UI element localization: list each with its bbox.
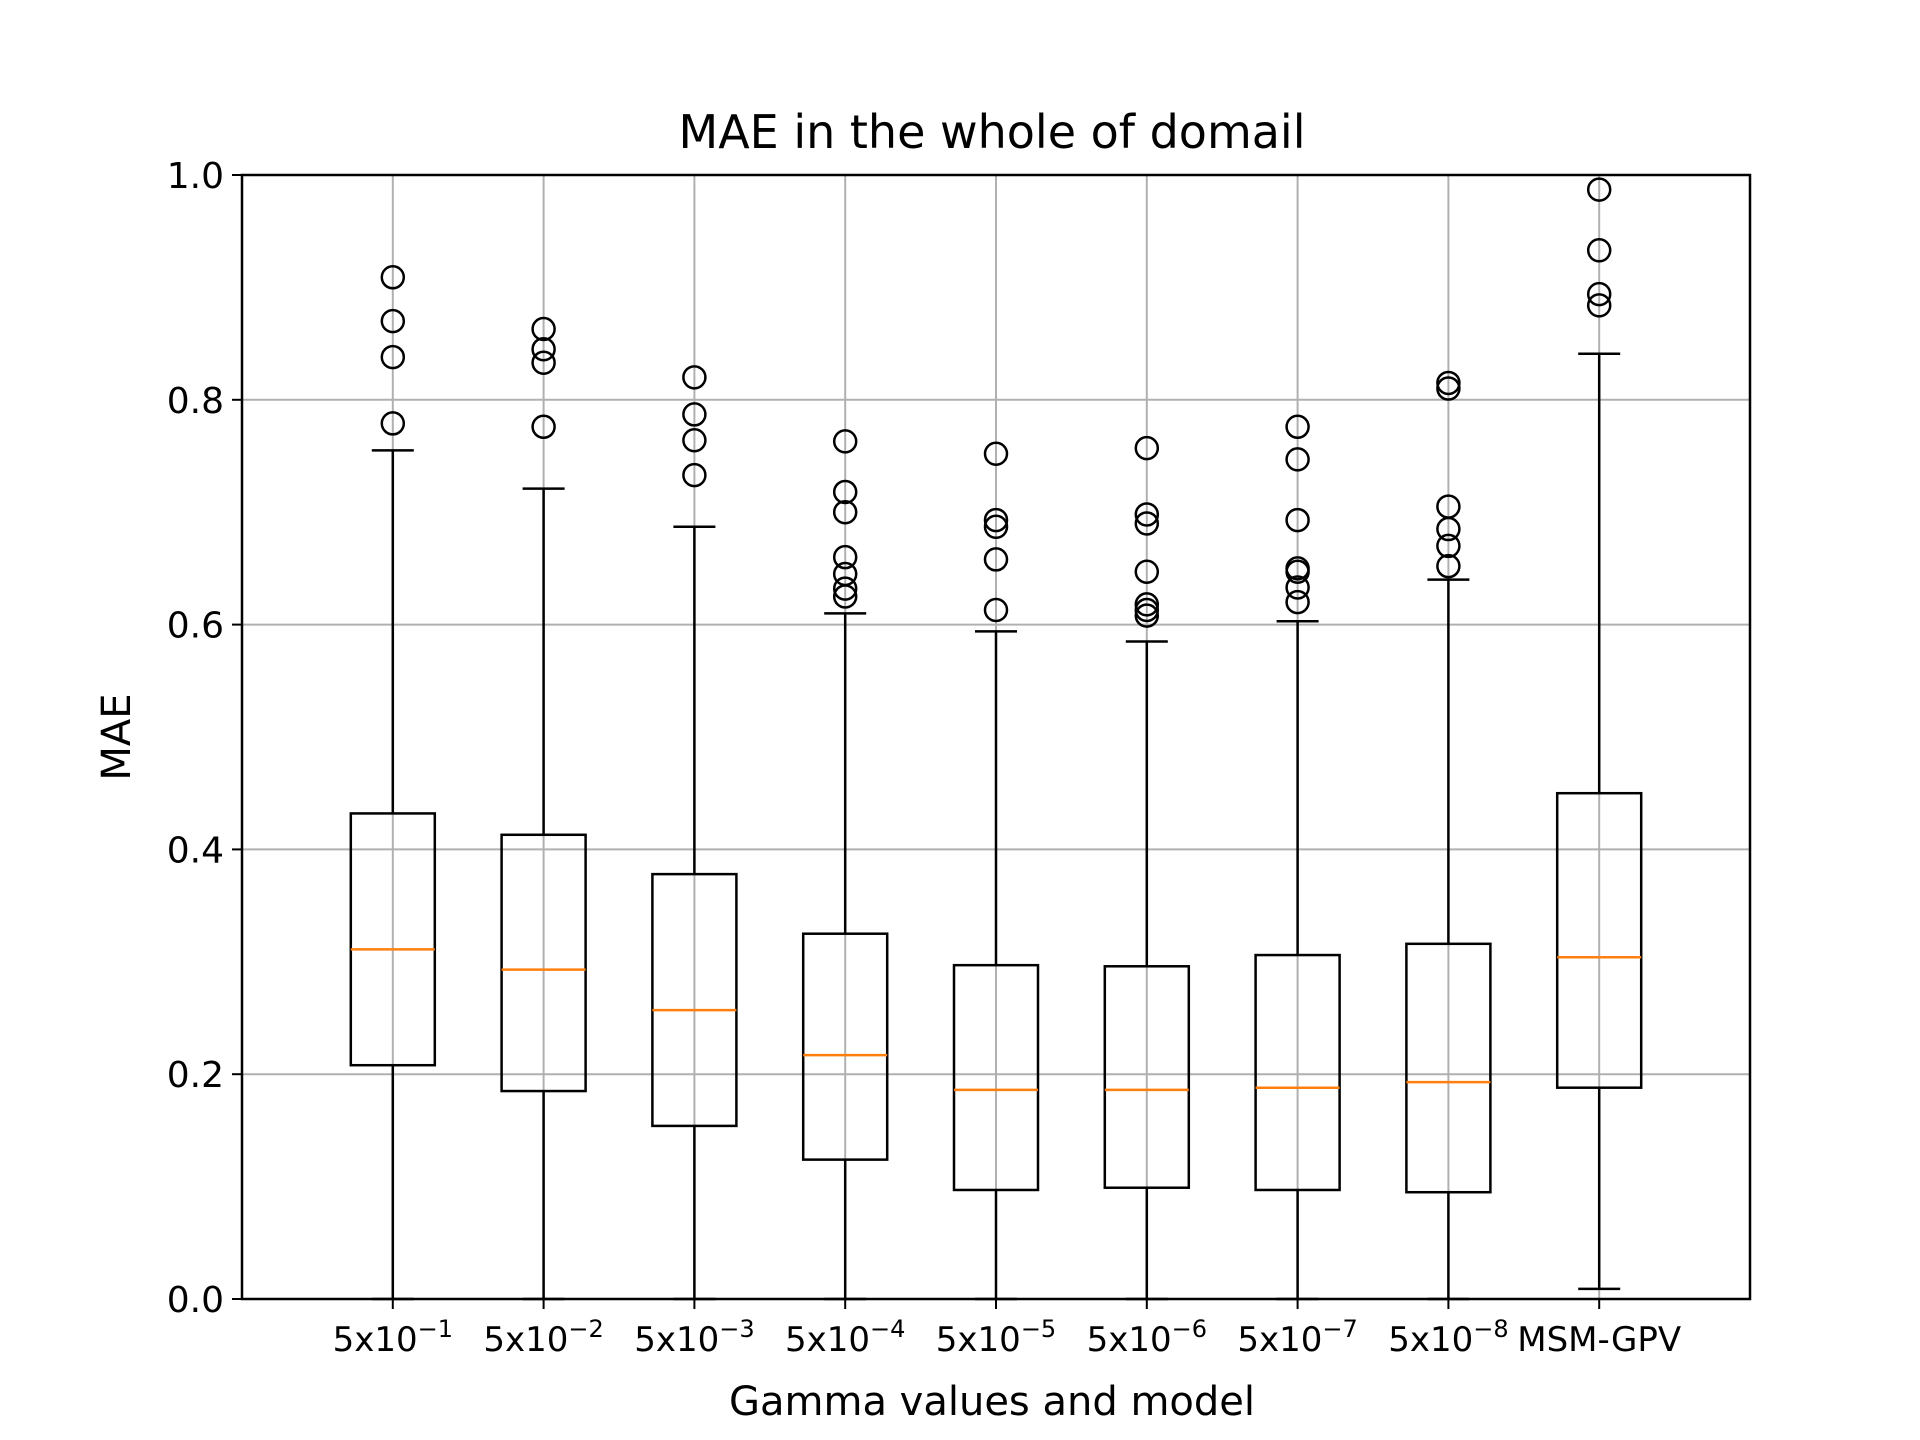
outlier-point — [1134, 435, 1160, 461]
iqr-box — [500, 833, 587, 1093]
outlier-point — [682, 428, 707, 453]
outlier-point — [1285, 556, 1310, 581]
box-series — [349, 177, 1643, 1301]
outlier-point — [531, 316, 556, 342]
outlier-point — [832, 576, 858, 601]
iqr-box — [651, 872, 738, 1128]
outlier-point — [1436, 370, 1461, 396]
outlier-point — [1586, 281, 1612, 307]
outlier-point — [1134, 502, 1160, 527]
x-axis-ticks: 5x10−1 5x10−2 5x10−3 5x10−4 5x10−5 5x10−6 5x10… — [333, 1299, 1681, 1360]
y-tick-label: 0.8 — [167, 381, 224, 422]
outlier-point — [1586, 177, 1612, 202]
outlier-point — [1436, 376, 1461, 401]
y-tick-label: 1.0 — [167, 156, 224, 197]
x-tick-label: 5x10−2 — [483, 1315, 603, 1360]
iqr-box — [1405, 942, 1492, 1194]
y-tick-label: 0.6 — [167, 606, 224, 647]
outlier-point — [380, 411, 406, 436]
outlier-point — [832, 479, 858, 505]
outlier-point — [832, 561, 858, 587]
x-tick-label: 5x10−8 — [1388, 1315, 1508, 1360]
x-tick-label: 5x10−3 — [634, 1315, 754, 1360]
outlier-point — [380, 265, 406, 290]
iqr-box — [1103, 965, 1191, 1189]
outlier-point — [1436, 533, 1461, 559]
outlier-point — [832, 499, 858, 525]
outlier-point — [380, 344, 406, 370]
outlier-point — [1436, 494, 1461, 519]
outlier-point — [1586, 238, 1612, 263]
iqr-box — [1555, 791, 1643, 1089]
x-tick-label: 5x10−1 — [333, 1315, 453, 1360]
outlier-point — [1134, 597, 1160, 623]
outlier-point — [380, 308, 406, 334]
x-tick-label: 5x10−7 — [1237, 1315, 1357, 1360]
outlier-point — [1285, 507, 1310, 533]
outlier-point — [531, 414, 556, 440]
outlier-point — [1586, 293, 1612, 318]
iqr-box — [952, 963, 1040, 1192]
x-tick-label: 5x10−6 — [1087, 1315, 1207, 1360]
x-tick-label: MSM-GPV — [1517, 1320, 1681, 1360]
outlier-point — [1134, 592, 1160, 617]
y-tick-label: 0.4 — [167, 830, 224, 871]
outlier-point — [1436, 553, 1461, 579]
y-tick-label: 0.2 — [167, 1055, 224, 1096]
x-tick-label: 5x10−4 — [785, 1315, 905, 1360]
chart-title: MAE in the whole of domail — [679, 105, 1306, 159]
y-axis-label: MAE — [94, 693, 140, 780]
outlier-point — [832, 429, 858, 454]
outlier-point — [531, 336, 556, 362]
outlier-point — [682, 462, 707, 488]
outlier-point — [983, 547, 1009, 572]
y-tick-label: 0.0 — [167, 1280, 224, 1321]
outlier-point — [1285, 589, 1310, 615]
outlier-point — [983, 597, 1009, 623]
outlier-point — [1134, 603, 1160, 628]
outlier-point — [682, 402, 707, 427]
outlier-point — [983, 514, 1009, 540]
iqr-box — [801, 932, 889, 1161]
y-axis-ticks: 0.0 0.2 0.4 0.6 0.8 1.0 — [167, 156, 242, 1321]
outlier-point — [1285, 414, 1310, 440]
outlier-point — [832, 544, 858, 570]
outlier-point — [682, 365, 707, 390]
outlier-point — [983, 441, 1009, 467]
outlier-point — [531, 350, 556, 375]
outlier-point — [983, 507, 1009, 533]
x-axis-label: Gamma values and model — [729, 1379, 1255, 1425]
outlier-point — [1285, 575, 1310, 600]
outlier-point — [1134, 511, 1160, 536]
iqr-box — [349, 812, 437, 1067]
x-tick-label: 5x10−5 — [936, 1315, 1056, 1360]
outlier-point — [1285, 447, 1310, 472]
iqr-box — [1254, 953, 1341, 1192]
outlier-point — [1134, 559, 1160, 585]
